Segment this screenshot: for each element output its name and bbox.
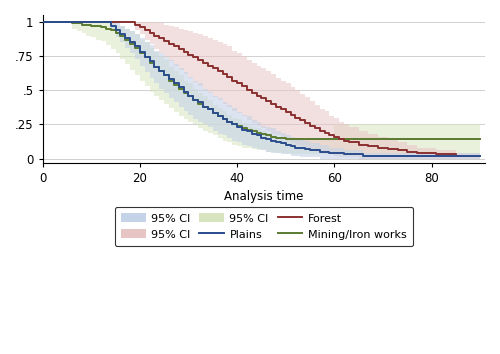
X-axis label: Analysis time: Analysis time — [224, 190, 304, 203]
Legend: 95% CI, 95% CI, 95% CI, Plains, Forest, Mining/Iron works: 95% CI, 95% CI, 95% CI, Plains, Forest, … — [114, 206, 413, 246]
